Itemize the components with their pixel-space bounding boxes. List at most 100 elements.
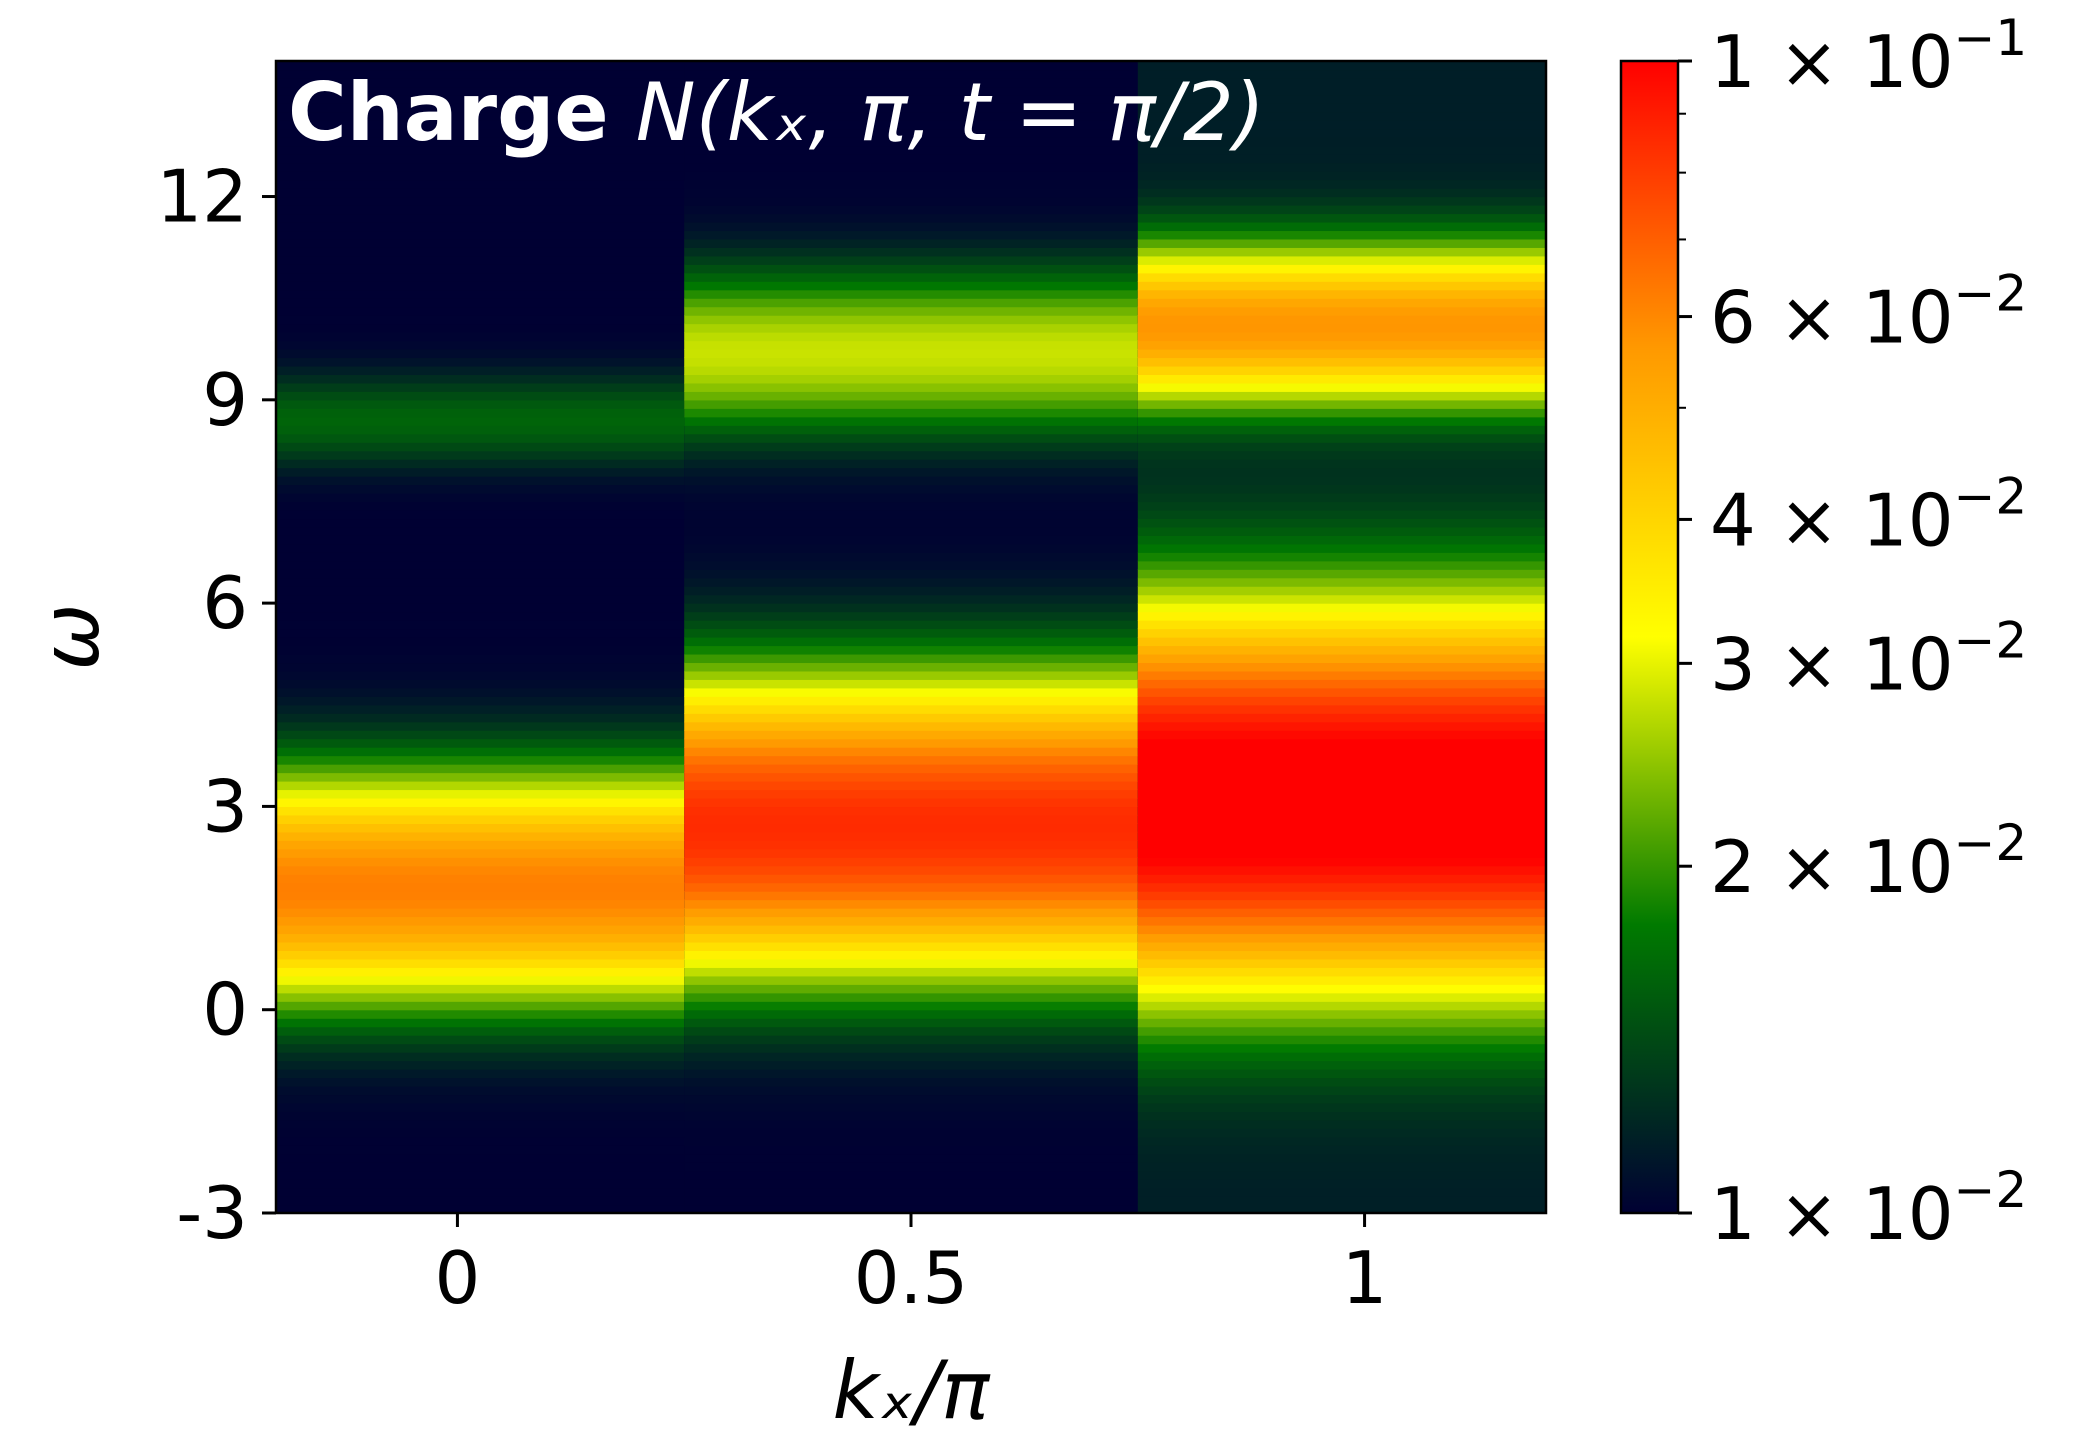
heatmap-cell [276, 670, 685, 680]
y-tick-label: 0 [202, 968, 248, 1052]
heatmap-cell [684, 781, 1138, 791]
heatmap-cell [1137, 831, 1546, 841]
heatmap-cell [684, 120, 1138, 130]
heatmap-cell [684, 298, 1138, 308]
heatmap-cell [1137, 323, 1546, 333]
heatmap-cell [684, 925, 1138, 935]
heatmap-cell [684, 933, 1138, 943]
heatmap-cell [1137, 814, 1546, 824]
colorbar-tick-label: 1 × 10−1 [1710, 9, 2027, 104]
heatmap-cell [276, 145, 685, 155]
heatmap-cell [684, 1052, 1138, 1062]
heatmap-cell [1137, 984, 1546, 994]
heatmap-cell [684, 281, 1138, 291]
heatmap-cell [276, 925, 685, 935]
heatmap-cell [1137, 772, 1546, 782]
heatmap-cell [1137, 365, 1546, 376]
heatmap-cell [276, 814, 685, 824]
heatmap-cell [1137, 637, 1546, 647]
heatmap-cell [1137, 569, 1546, 579]
heatmap-cell [684, 137, 1138, 147]
heatmap-cell [276, 298, 685, 308]
colorbar-label-exponent: −2 [1954, 265, 2028, 323]
heatmap-cell [684, 653, 1138, 664]
heatmap-cell [684, 1102, 1138, 1112]
colorbar-label-exponent: −2 [1954, 467, 2028, 525]
heatmap-cell [276, 77, 685, 88]
heatmap-cell [1137, 1145, 1546, 1155]
heatmap-cell [684, 349, 1138, 359]
heatmap-cell [684, 1043, 1138, 1053]
heatmap-cell [684, 908, 1138, 918]
heatmap-cell [1137, 975, 1546, 985]
heatmap-cell [276, 747, 685, 757]
heatmap-cell [276, 857, 685, 867]
heatmap-cell [1137, 272, 1546, 282]
heatmap-cell [1137, 840, 1546, 850]
heatmap-cell [684, 696, 1138, 706]
heatmap-cell [684, 1162, 1138, 1172]
heatmap-cell [1137, 298, 1546, 308]
heatmap-cell [1137, 349, 1546, 359]
heatmap-cell [276, 137, 685, 147]
heatmap-cell [1137, 484, 1546, 494]
heatmap-cell [276, 975, 685, 985]
y-tick-label: 6 [202, 561, 248, 645]
heatmap-cell [684, 764, 1138, 774]
heatmap-cell [684, 213, 1138, 223]
heatmap-cell [1137, 179, 1546, 189]
heatmap-cell [1137, 967, 1546, 977]
heatmap-cell [684, 899, 1138, 909]
colorbar-ticks: 1 × 10−16 × 10−24 × 10−23 × 10−22 × 10−2… [1678, 9, 2027, 1256]
x-tick-label: 1 [1342, 1236, 1388, 1320]
heatmap-cell [684, 797, 1138, 808]
heatmap-cell [276, 721, 685, 731]
heatmap-cell [684, 1009, 1138, 1019]
heatmap-cell [684, 975, 1138, 985]
heatmap-cell [276, 1196, 685, 1206]
heatmap-cell [684, 111, 1138, 121]
heatmap-cell [684, 467, 1138, 477]
heatmap-cell [276, 637, 685, 647]
heatmap-cell [1137, 755, 1546, 765]
heatmap-cell [684, 1060, 1138, 1070]
heatmap-cell [684, 1170, 1138, 1180]
heatmap-cell [276, 984, 685, 994]
heatmap-cell [684, 814, 1138, 824]
heatmap-cell [684, 61, 1138, 71]
heatmap-cell [684, 357, 1138, 367]
heatmap-cell [276, 882, 685, 892]
heatmap-cell [276, 518, 685, 528]
heatmap-cell [684, 552, 1138, 562]
heatmap-cell [684, 1153, 1138, 1163]
heatmap-cell [684, 628, 1138, 638]
colorbar-label-base: 3 × 10 [1710, 622, 1954, 706]
heatmap-cell [276, 1111, 685, 1121]
heatmap-cell [1137, 645, 1546, 655]
heatmap-cell [276, 848, 685, 858]
heatmap-cell [1137, 247, 1546, 257]
heatmap-cell [1137, 933, 1546, 943]
heatmap-cell [684, 543, 1138, 553]
heatmap-cell [1137, 230, 1546, 240]
heatmap-cell [276, 543, 685, 553]
title-bold-text: Charge [288, 66, 609, 159]
heatmap-cell [1137, 764, 1546, 774]
heatmap-cell [1137, 61, 1546, 71]
heatmap-cell [684, 171, 1138, 181]
heatmap-cell [684, 86, 1138, 96]
svg-text:Charge N(kₓ, π, t = π/2): Charge N(kₓ, π, t = π/2) [288, 66, 1265, 159]
heatmap-cell [684, 891, 1138, 901]
heatmap-cell [684, 958, 1138, 968]
heatmap-cell [1137, 1170, 1546, 1180]
heatmap-cell [276, 69, 685, 79]
heatmap-cell [276, 264, 685, 274]
heatmap-cell [1137, 501, 1546, 511]
heatmap-cell [276, 408, 685, 418]
heatmap-cell [276, 247, 685, 257]
heatmap-cell [684, 806, 1138, 816]
heatmap-cell [1137, 416, 1546, 426]
heatmap-cell [684, 586, 1138, 596]
heatmap-cell [1137, 797, 1546, 808]
heatmap-cell [684, 687, 1138, 697]
